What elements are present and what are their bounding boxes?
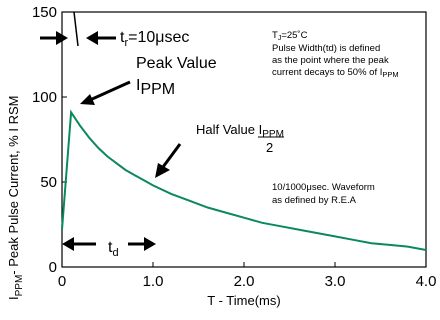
tj-note: TJ=25˚C Pulse Width(td) is defined as th…	[272, 30, 399, 79]
y-tick-label: 0	[49, 259, 57, 276]
peak-label-sub: PPM	[140, 81, 175, 98]
waveform-line1: 10/1000μsec. Waveform	[272, 182, 375, 193]
x-axis-ticks: 0 1.0 2.0 3.0 4.0	[58, 262, 437, 290]
pulse-current-curve	[61, 109, 427, 251]
half-value-annotation: Half Value IPPM 2	[155, 122, 284, 178]
y-axis-label: IPPM- Peak Pulse Current, % I RSM	[6, 96, 25, 300]
y-tick-label: 50	[40, 174, 57, 191]
half-label-sub: PPM	[262, 129, 284, 140]
svg-text:current decays to 50% of IPPM: current decays to 50% of IPPM	[272, 67, 399, 79]
svg-text:TJ=25˚C: TJ=25˚C	[272, 30, 308, 42]
tr-annotation: tr=10μsec	[40, 11, 189, 49]
y-tick-label: 150	[32, 4, 57, 21]
peak-label-line1: Peak Value	[136, 55, 217, 72]
y-label-main: I	[6, 296, 21, 300]
half-label-main: Half Value I	[196, 122, 262, 137]
x-tick-label: 2.0	[234, 273, 255, 290]
svg-text:Half Value IPPM: Half Value IPPM	[196, 122, 284, 140]
y-label-rest: - Peak Pulse Current, % I RSM	[6, 96, 21, 275]
tr-sub: r	[124, 37, 128, 49]
peak-label-main: I	[136, 77, 140, 94]
svg-text:td: td	[108, 239, 119, 259]
y-tick-label: 100	[32, 89, 57, 106]
y-axis-ticks: 0 50 100 150	[32, 4, 67, 276]
note-line2: as the point where the peak	[272, 55, 389, 66]
tj-rest: =25˚C	[281, 30, 307, 41]
waveform-line2: as defined by R.E.A	[272, 195, 357, 206]
y-label-sub: PPM	[14, 275, 25, 297]
x-tick-label: 1.0	[143, 273, 164, 290]
svg-text:IPPM: IPPM	[136, 77, 175, 98]
waveform-note: 10/1000μsec. Waveform as defined by R.E.…	[272, 182, 375, 206]
svg-text:tr=10μsec: tr=10μsec	[120, 29, 189, 49]
tj-T: T	[272, 30, 278, 41]
tr-rest: =10μsec	[128, 29, 189, 46]
peak-annotation: Peak Value IPPM	[80, 55, 217, 105]
x-axis-label: T - Time(ms)	[207, 293, 280, 308]
td-annotation: td	[62, 237, 156, 259]
tj-sub: J	[278, 35, 282, 42]
half-denominator: 2	[266, 140, 273, 155]
x-tick-label: 0	[58, 273, 66, 290]
tr-main: t	[120, 29, 125, 46]
note-line1: Pulse Width(td) is defined	[272, 43, 380, 54]
note-line3-main: current decays to 50% of I	[272, 67, 382, 78]
note-line3-sub: PPM	[382, 70, 398, 79]
x-tick-label: 4.0	[416, 273, 437, 290]
x-tick-label: 3.0	[325, 273, 346, 290]
td-main: t	[108, 239, 113, 256]
td-sub: d	[112, 247, 118, 259]
